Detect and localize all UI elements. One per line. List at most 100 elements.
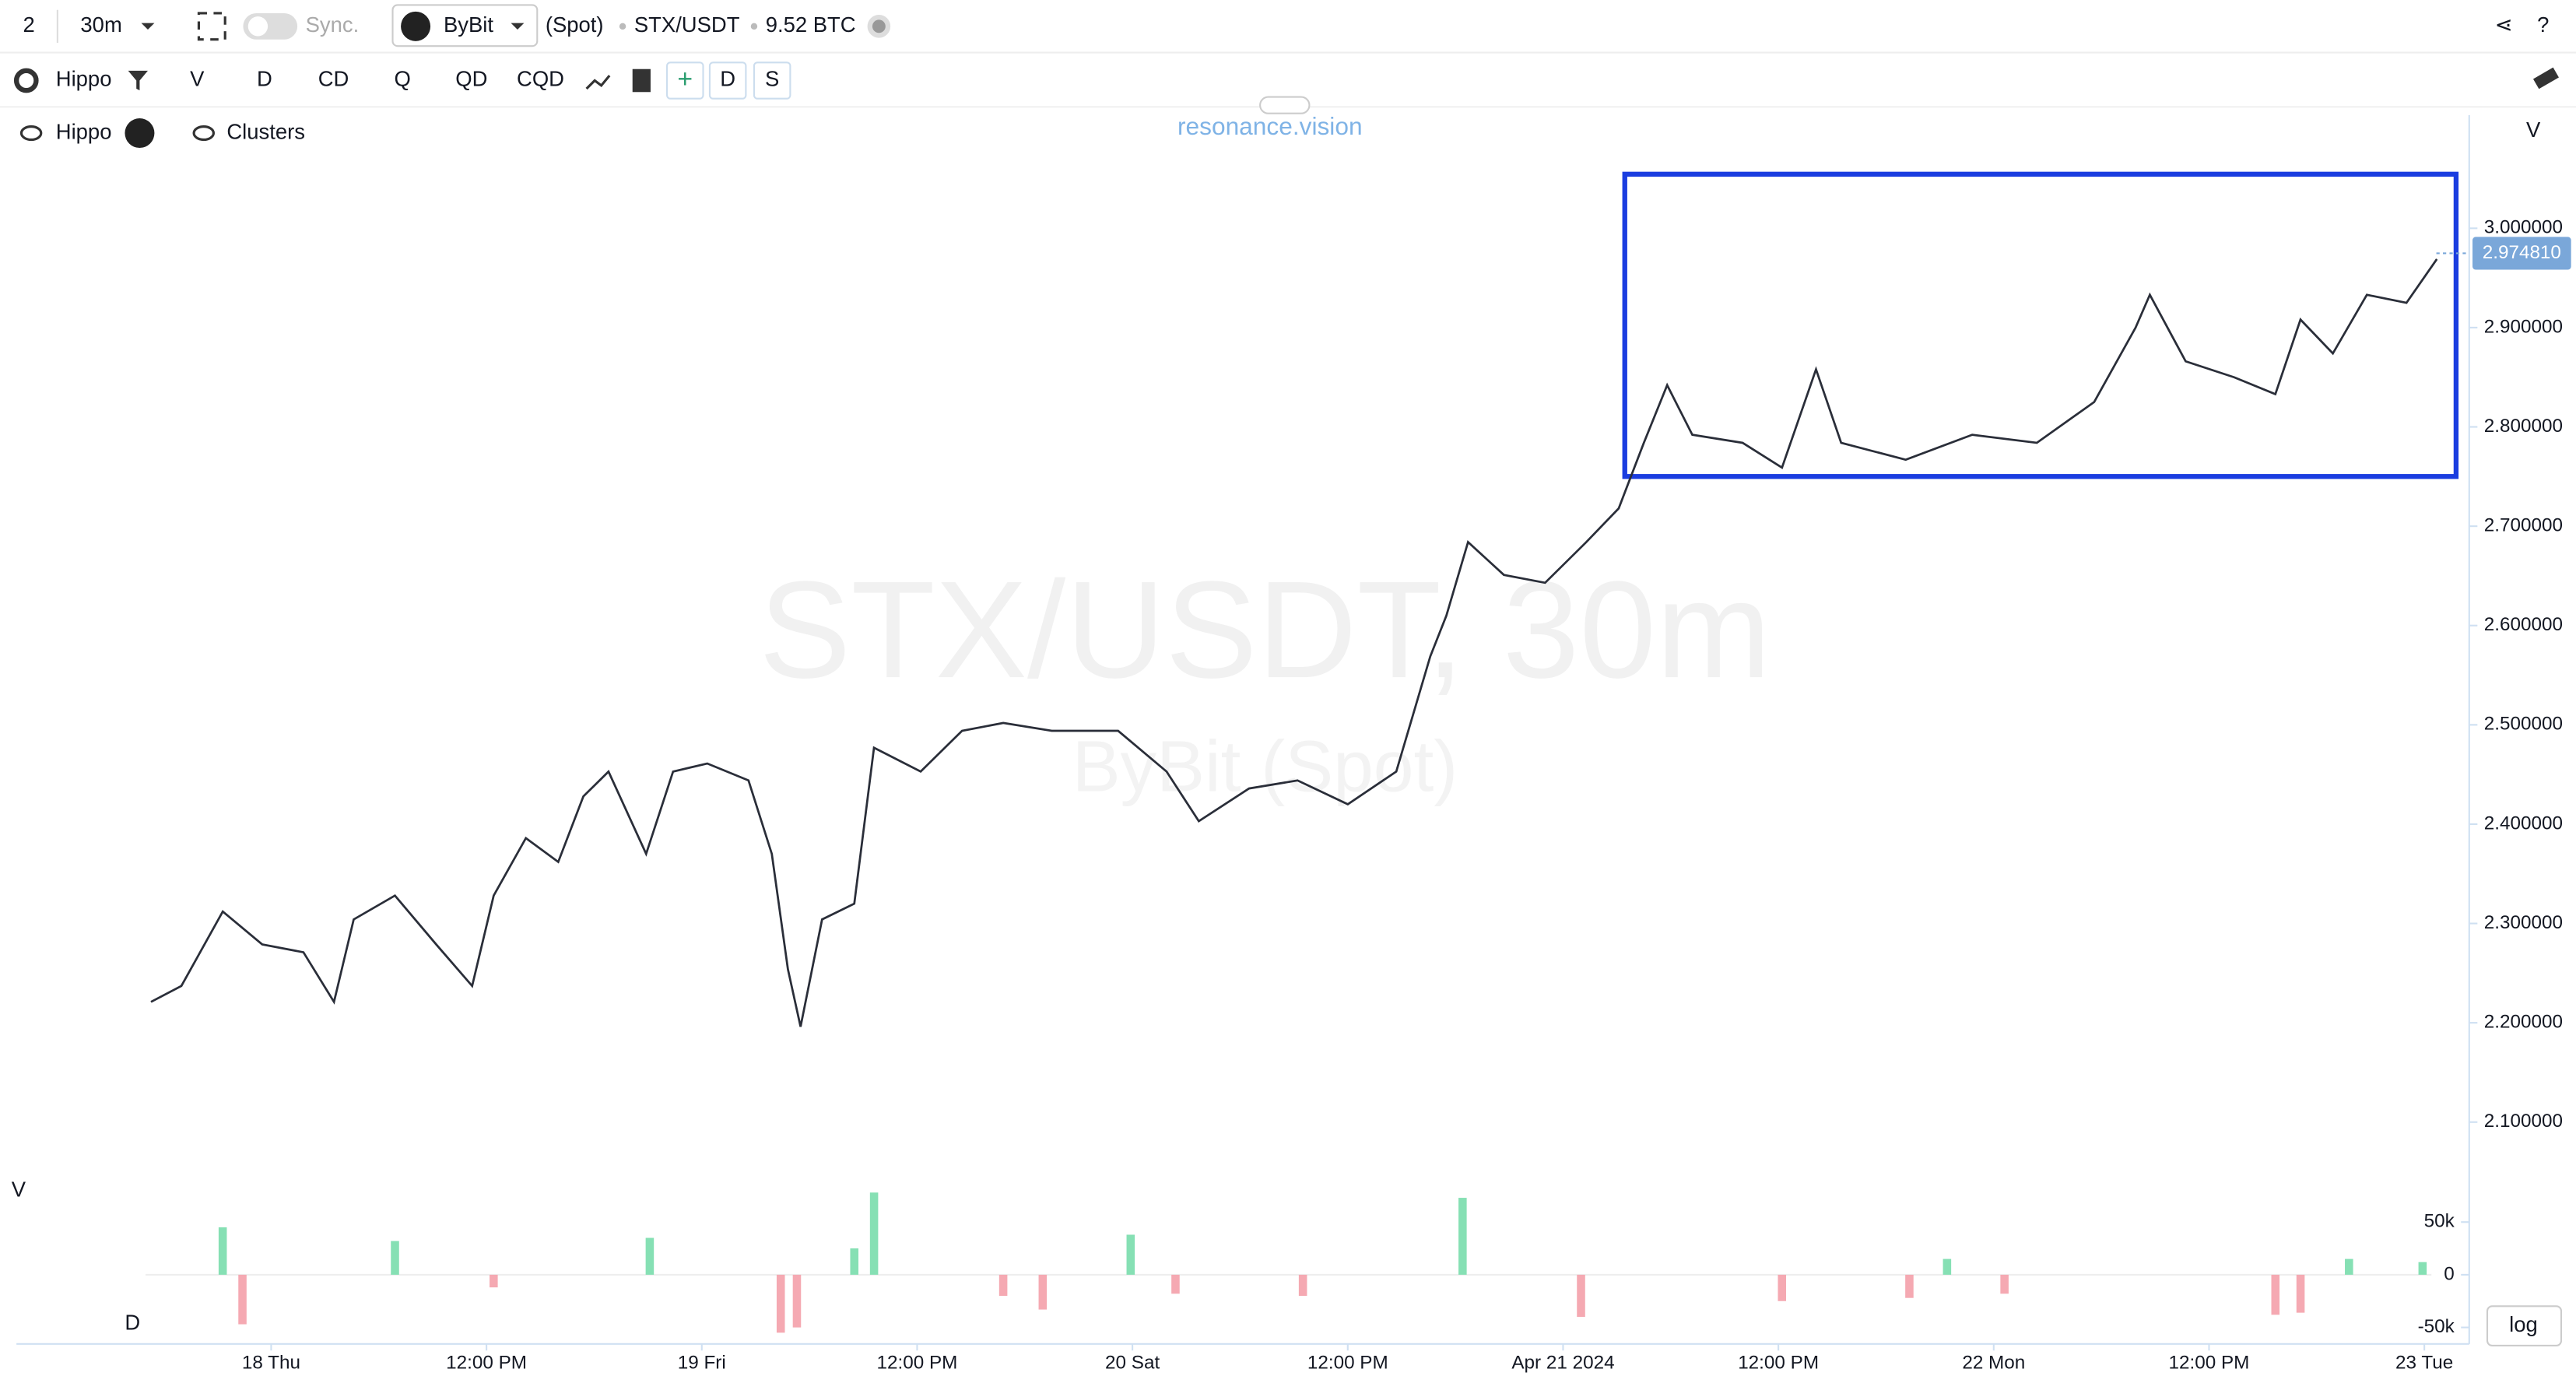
layout-button[interactable]: 2 [23,12,35,37]
delta-bar [391,1241,399,1275]
y-tick-label: 2.300000 [2484,912,2563,933]
sync-label: Sync. [306,12,360,37]
toggle-label: D [720,67,735,91]
share-icon[interactable]: ⋖ [2495,12,2513,37]
symbol[interactable]: STX/USDT [634,12,740,37]
delta-bar [869,1192,879,1275]
x-tick-label: 19 Fri [678,1353,726,1374]
log-label: log [2509,1312,2538,1336]
delta-bar [1577,1274,1585,1318]
axis-label: V [2526,118,2541,142]
filter-icon[interactable] [128,70,148,91]
x-tick-label: 12:00 PM [2169,1353,2250,1374]
indicator-buttons: V D CD Q QD CQD [190,67,564,91]
x-tick-label: 23 Tue [2395,1353,2453,1374]
add-icon: + [677,64,693,93]
highlight-box [1622,171,2459,479]
legend-item: Hippo [56,119,112,143]
indicator-button[interactable]: CD [318,67,349,91]
toggle-knob [247,16,268,37]
x-tick-label: 12:00 PM [446,1353,527,1374]
y-tick-label: 2.600000 [2484,614,2563,635]
delta-bar [2345,1258,2353,1275]
y-tick-label: 0 [2444,1263,2455,1284]
delta-bar [1298,1274,1307,1296]
x-tick-label: 12:00 PM [1307,1353,1388,1374]
exchange-name: ByBit [444,12,493,37]
exchange-select[interactable] [391,4,539,47]
legend-item: Clusters [226,119,305,143]
eye-icon[interactable] [192,125,216,142]
indicator[interactable]: Hippo [56,67,112,91]
dropdown-icon [511,23,525,30]
watermark-symbol: STX/USDT, 30m [759,552,1771,707]
log-button[interactable] [2486,1305,2563,1346]
dot [750,23,758,30]
delta-bar [2271,1274,2280,1315]
indicator-button[interactable]: CQD [517,67,564,91]
delta-bar [238,1274,247,1325]
y-tick-label: 2.800000 [2484,416,2563,437]
collapse-button[interactable] [1259,96,1311,114]
last-price-box [2472,237,2571,270]
panel-label: D [125,1311,140,1335]
delta-bar [2000,1274,2009,1294]
line-icon[interactable] [585,75,611,90]
y-tick-label: 2.900000 [2484,316,2563,337]
brand: resonance.vision [1177,112,1363,140]
delta-bar [850,1248,859,1275]
price-line [150,258,2438,1027]
ruler-icon[interactable] [2532,67,2559,90]
y-tick-label: 2.200000 [2484,1012,2563,1033]
y-tick-label: 50k [2424,1211,2455,1232]
indicator-button[interactable]: V [190,67,205,91]
settings-icon[interactable] [13,68,39,93]
delta-bar [792,1274,802,1328]
delta-bar [1778,1274,1787,1301]
exchange-logo [125,118,155,149]
x-tick-label: Apr 21 2024 [1511,1353,1614,1374]
delta-bar [218,1227,227,1275]
y-tick-label: -50k [2418,1316,2455,1337]
delta-bar [998,1274,1008,1296]
dropdown-icon [141,23,155,30]
toggle-button[interactable] [753,61,791,100]
volume: 9.52 BTC [766,12,856,37]
indicator-button[interactable]: D [257,67,272,91]
x-tick-label: 18 Thu [242,1353,300,1374]
toggle-button[interactable] [708,61,747,100]
add-button[interactable] [665,61,704,100]
x-tick-label: 20 Sat [1105,1353,1160,1374]
indicator-button[interactable]: QD [455,67,487,91]
x-tick-label: 12:00 PM [877,1353,958,1374]
x-tick-label: 12:00 PM [1738,1353,1819,1374]
delta-bar [1126,1234,1135,1275]
watermark-source: ByBit (Spot) [1072,726,1458,807]
market: (Spot) [546,12,604,37]
eye-icon[interactable] [19,125,43,142]
help-icon[interactable]: ? [2537,12,2549,37]
delta-bar [2418,1262,2427,1275]
delta-bar [490,1274,498,1288]
delta-bar [776,1274,785,1333]
y-tick-label: 2.400000 [2484,813,2563,834]
x-tick-label: 22 Mon [1962,1353,2025,1374]
panel-label: V [12,1178,26,1202]
interval-select[interactable]: 30m [80,12,121,37]
delta-bar [645,1237,655,1275]
delta-bar [2296,1274,2305,1313]
delta-bar [1171,1274,1180,1294]
plot: 18 Thu 12:00 PM 19 Fri 12:00 PM 20 Sat 12:00 … [12,118,2571,1374]
doc-icon[interactable] [632,68,651,93]
delta-bar [1943,1258,1952,1275]
status-dot [872,19,886,33]
indicator-button[interactable]: Q [395,67,411,91]
screenshot-icon[interactable] [197,12,226,41]
y-tick-label: 2.100000 [2484,1111,2563,1132]
last-price-label: 2.974810 [2483,242,2561,263]
dot [619,23,626,30]
y-tick-label: 3.000000 [2484,217,2563,238]
